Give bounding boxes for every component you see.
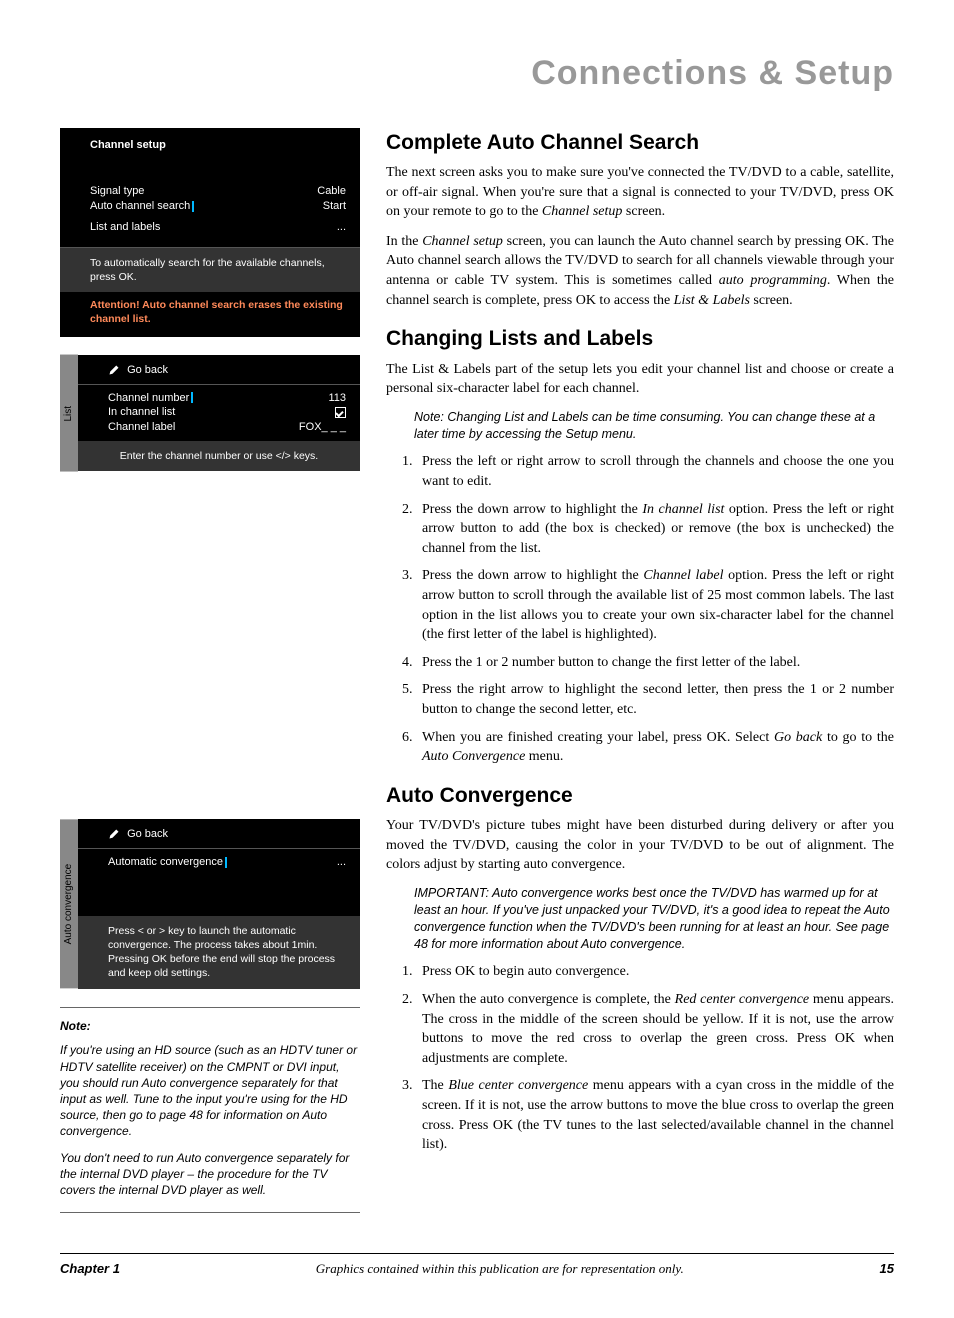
left-note-para1: If you're using an HD source (such as an… <box>60 1042 360 1139</box>
go-back-row: Go back <box>108 363 346 378</box>
checkbox-icon <box>335 407 346 418</box>
row-in-channel-list: In channel list <box>108 405 346 420</box>
note-auto-convergence: IMPORTANT: Auto convergence works best o… <box>414 885 894 953</box>
heading-auto-convergence: Auto Convergence <box>386 781 894 810</box>
list-item: When you are finished creating your labe… <box>416 728 894 767</box>
left-note-para2: You don't need to run Auto convergence s… <box>60 1150 360 1199</box>
footer-page-number: 15 <box>880 1260 894 1278</box>
row-channel-label: Channel label FOX_ _ _ <box>108 420 346 435</box>
auto-conv-side-tab: Auto convergence <box>60 819 78 988</box>
list-labels-hint: Enter the channel number or use </> keys… <box>78 441 360 471</box>
cursor-icon <box>191 392 193 403</box>
list-side-tab: List <box>60 355 78 472</box>
cursor-icon <box>192 201 194 212</box>
left-note-title: Note: <box>60 1018 360 1035</box>
heading-complete-auto-channel-search: Complete Auto Channel Search <box>386 128 894 157</box>
list-item: Press OK to begin auto convergence. <box>416 962 894 982</box>
auto-convergence-screenshot: Auto convergence Go back Automatic conve… <box>60 819 360 988</box>
footer-chapter: Chapter 1 <box>60 1260 120 1278</box>
right-column: Complete Auto Channel Search The next sc… <box>386 128 894 1223</box>
list-item: The Blue center convergence menu appears… <box>416 1076 894 1154</box>
steps-list-labels: Press the left or right arrow to scroll … <box>404 452 894 766</box>
para: The next screen asks you to make sure yo… <box>386 163 894 222</box>
auto-conv-hint: Press < or > key to launch the automatic… <box>78 916 360 989</box>
list-item: Press the left or right arrow to scroll … <box>416 452 894 491</box>
go-back-row: Go back <box>108 827 346 842</box>
para: In the Channel setup screen, you can lau… <box>386 232 894 310</box>
footer-note: Graphics contained within this publicati… <box>316 1260 684 1278</box>
page-footer: Chapter 1 Graphics contained within this… <box>60 1253 894 1278</box>
list-item: When the auto convergence is complete, t… <box>416 990 894 1068</box>
para: The List & Labels part of the setup lets… <box>386 360 894 399</box>
heading-changing-lists-and-labels: Changing Lists and Labels <box>386 324 894 353</box>
channel-setup-screenshot: Channel setup Signal type Cable Auto cha… <box>60 128 360 337</box>
page-header-title: Connections & Setup <box>60 50 894 98</box>
channel-setup-hint: To automatically search for the availabl… <box>60 248 360 292</box>
list-item: Press the down arrow to highlight the Ch… <box>416 566 894 644</box>
channel-setup-warning: Attention! Auto channel search erases th… <box>60 292 360 336</box>
list-item: Press the down arrow to highlight the In… <box>416 500 894 559</box>
cursor-icon <box>225 857 227 868</box>
row-auto-channel-search: Auto channel search Start <box>90 199 346 214</box>
pencil-icon <box>108 828 120 840</box>
left-column: Channel setup Signal type Cable Auto cha… <box>60 128 360 1223</box>
list-labels-screenshot: List Go back Channel number 113 In chann… <box>60 355 360 472</box>
row-list-and-labels: List and labels ... <box>90 220 346 235</box>
note-lists-labels: Note: Changing List and Labels can be ti… <box>414 409 894 443</box>
pencil-icon <box>108 364 120 376</box>
row-channel-number: Channel number 113 <box>108 391 346 406</box>
para: Your TV/DVD's picture tubes might have b… <box>386 816 894 875</box>
row-signal-type: Signal type Cable <box>90 184 346 199</box>
row-automatic-convergence: Automatic convergence ... <box>108 855 346 870</box>
list-item: Press the right arrow to highlight the s… <box>416 680 894 719</box>
list-item: Press the 1 or 2 number button to change… <box>416 653 894 673</box>
channel-setup-title: Channel setup <box>60 128 360 161</box>
steps-auto-convergence: Press OK to begin auto convergence. When… <box>404 962 894 1154</box>
